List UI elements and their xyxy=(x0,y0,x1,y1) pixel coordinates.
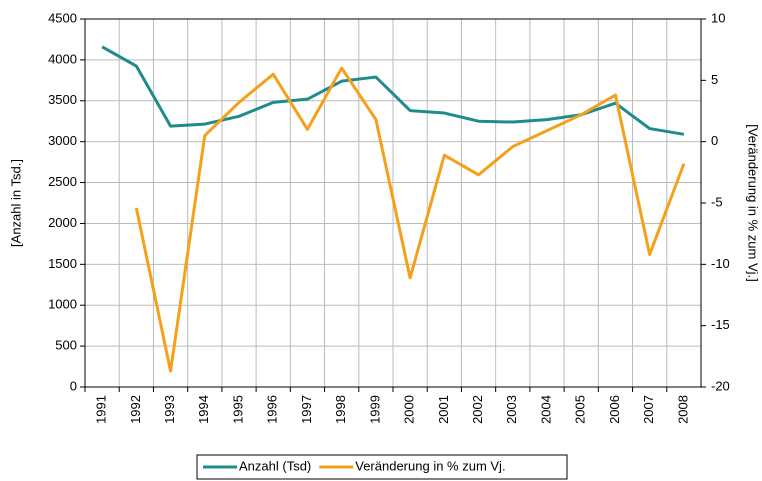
x-tick-label: 1999 xyxy=(367,395,382,424)
legend-label: Veränderung in % zum Vj. xyxy=(355,458,505,473)
x-tick-label: 1995 xyxy=(230,395,245,424)
y-axis-label: [Anzahl in Tsd.] xyxy=(8,159,23,247)
x-tick-label: 1991 xyxy=(94,395,109,424)
y2-tick-label: -10 xyxy=(711,256,730,271)
legend-box xyxy=(196,454,568,480)
x-tick-label: 2007 xyxy=(641,395,656,424)
x-tick-label: 1996 xyxy=(265,395,280,424)
x-tick-label: 2004 xyxy=(538,395,553,424)
y-tick-label: 500 xyxy=(55,338,77,353)
y-tick-label: 3500 xyxy=(48,92,77,107)
x-tick-label: 2008 xyxy=(675,395,690,424)
x-tick-label: 2006 xyxy=(607,395,622,424)
series-line xyxy=(134,66,686,373)
y2-tick-label: 10 xyxy=(711,10,725,25)
y2-axis-label: [Veränderung in % zum Vj.] xyxy=(746,124,761,282)
y2-tick-label: 0 xyxy=(711,133,718,148)
y2-tick-label: -5 xyxy=(711,194,723,209)
x-tick-label: 2002 xyxy=(470,395,485,424)
x-tick-label: 2001 xyxy=(436,395,451,424)
y2-tick-label: -20 xyxy=(711,378,730,393)
y-tick-label: 1000 xyxy=(48,297,77,312)
y2-tick-label: -15 xyxy=(711,317,730,332)
y-tick-label: 0 xyxy=(70,378,77,393)
y2-tick-label: 5 xyxy=(711,72,718,87)
x-tick-label: 1994 xyxy=(196,395,211,424)
legend-label: Anzahl (Tsd) xyxy=(239,458,311,473)
y-tick-label: 4000 xyxy=(48,51,77,66)
y-tick-label: 4500 xyxy=(48,10,77,25)
x-tick-label: 1997 xyxy=(299,395,314,424)
x-tick-label: 1992 xyxy=(128,395,143,424)
x-tick-label: 2005 xyxy=(573,395,588,424)
x-tick-label: 2000 xyxy=(402,395,417,424)
y-tick-label: 1500 xyxy=(48,256,77,271)
y-tick-label: 2000 xyxy=(48,215,77,230)
x-tick-label: 1993 xyxy=(162,395,177,424)
x-tick-label: 1998 xyxy=(333,395,348,424)
x-tick-label: 2003 xyxy=(504,395,519,424)
y-tick-label: 3000 xyxy=(48,133,77,148)
y-tick-label: 2500 xyxy=(48,174,77,189)
